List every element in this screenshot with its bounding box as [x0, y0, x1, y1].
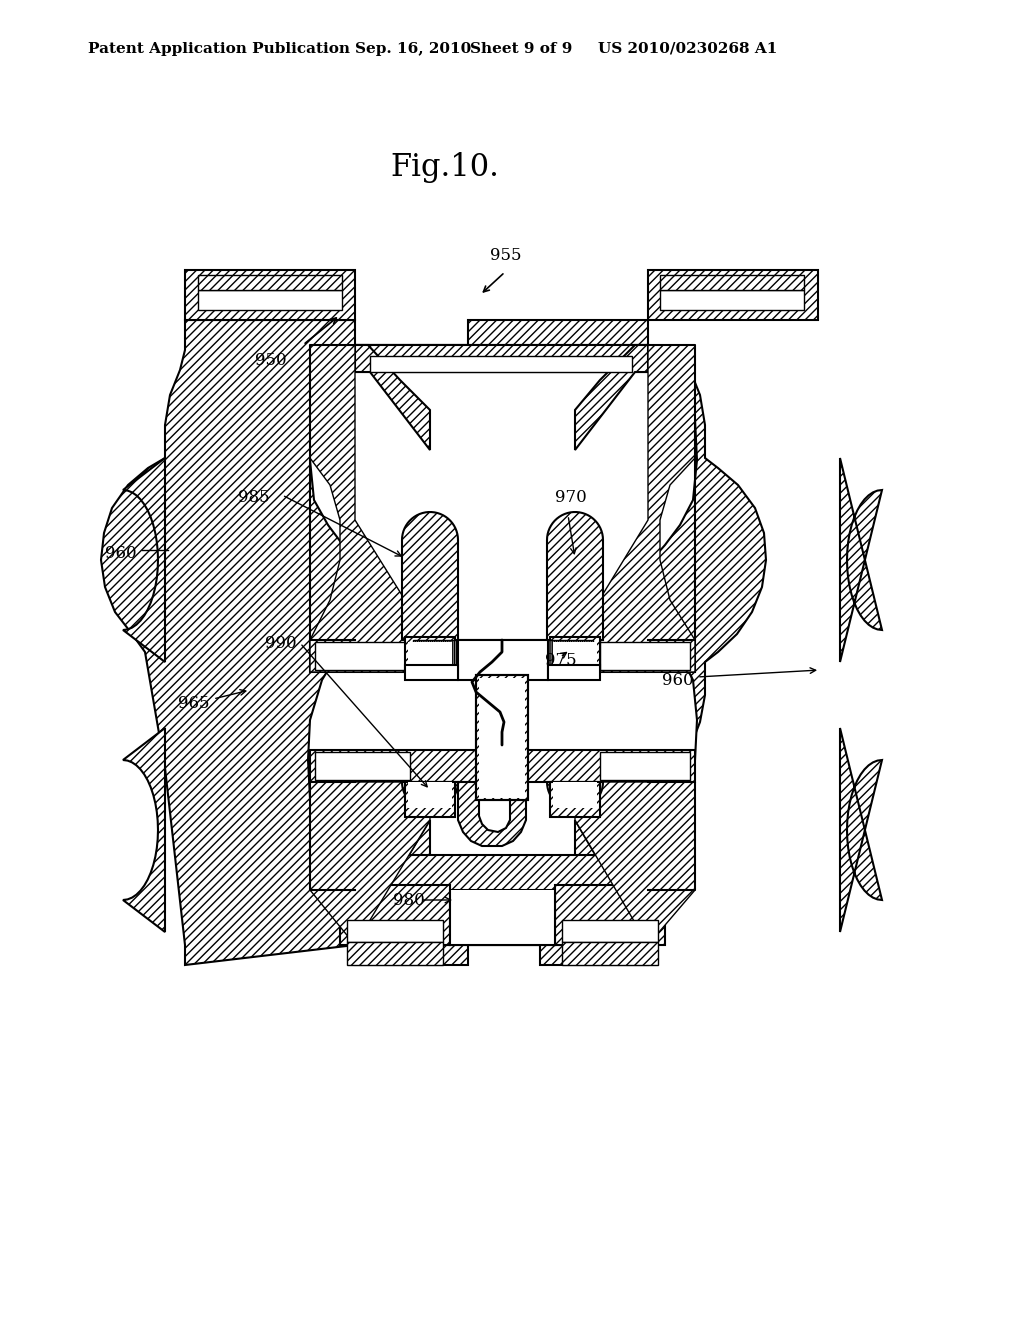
Bar: [355, 345, 648, 372]
Bar: [562, 942, 658, 965]
Polygon shape: [355, 345, 430, 450]
Bar: [408, 642, 452, 671]
Bar: [555, 884, 665, 945]
Text: US 2010/0230268 A1: US 2010/0230268 A1: [598, 42, 777, 55]
Bar: [198, 275, 342, 290]
Bar: [185, 271, 355, 319]
Bar: [406, 665, 458, 680]
Bar: [476, 675, 528, 800]
Polygon shape: [355, 820, 430, 945]
Text: Fig.10.: Fig.10.: [390, 152, 499, 183]
Text: 970: 970: [555, 488, 587, 506]
Polygon shape: [402, 512, 458, 640]
Bar: [550, 781, 600, 817]
Text: 975: 975: [545, 652, 577, 669]
Text: 985: 985: [238, 488, 269, 506]
Polygon shape: [547, 512, 603, 640]
Text: Sep. 16, 2010: Sep. 16, 2010: [355, 42, 471, 55]
Bar: [458, 640, 548, 680]
Polygon shape: [310, 781, 430, 945]
Bar: [347, 942, 443, 965]
Bar: [548, 665, 600, 680]
Bar: [553, 642, 597, 671]
Bar: [600, 642, 690, 671]
Bar: [553, 781, 597, 808]
Polygon shape: [402, 781, 458, 810]
Polygon shape: [547, 781, 603, 810]
Polygon shape: [458, 781, 526, 846]
Text: 950: 950: [255, 352, 287, 370]
Bar: [340, 855, 665, 890]
Bar: [315, 752, 410, 780]
Bar: [550, 638, 600, 672]
Text: 960: 960: [105, 545, 136, 562]
Bar: [370, 356, 632, 372]
Polygon shape: [308, 345, 697, 945]
Bar: [315, 642, 410, 671]
Bar: [562, 920, 658, 942]
Bar: [479, 678, 525, 799]
Polygon shape: [575, 820, 648, 945]
Text: 960: 960: [662, 672, 693, 689]
Bar: [310, 750, 695, 781]
Polygon shape: [101, 319, 766, 965]
Bar: [406, 781, 455, 817]
Bar: [340, 884, 450, 945]
Bar: [347, 920, 443, 942]
Bar: [310, 640, 695, 672]
Bar: [413, 640, 501, 669]
Bar: [648, 271, 818, 319]
Polygon shape: [123, 729, 165, 932]
Text: Patent Application Publication: Patent Application Publication: [88, 42, 350, 55]
Text: Sheet 9 of 9: Sheet 9 of 9: [470, 42, 572, 55]
Polygon shape: [310, 345, 430, 672]
Polygon shape: [840, 458, 882, 663]
Bar: [600, 752, 690, 780]
Text: 990: 990: [265, 635, 297, 652]
Bar: [660, 275, 804, 290]
Polygon shape: [575, 345, 648, 450]
Bar: [660, 290, 804, 310]
Polygon shape: [575, 781, 695, 945]
Bar: [505, 640, 593, 669]
Bar: [198, 290, 342, 310]
Text: 980: 980: [393, 892, 425, 909]
Bar: [406, 638, 455, 672]
Bar: [408, 781, 452, 808]
Polygon shape: [575, 345, 695, 672]
Bar: [450, 890, 555, 945]
Bar: [476, 675, 528, 800]
Polygon shape: [123, 458, 165, 663]
Text: 965: 965: [178, 696, 210, 711]
Polygon shape: [840, 729, 882, 932]
Text: 955: 955: [490, 247, 521, 264]
